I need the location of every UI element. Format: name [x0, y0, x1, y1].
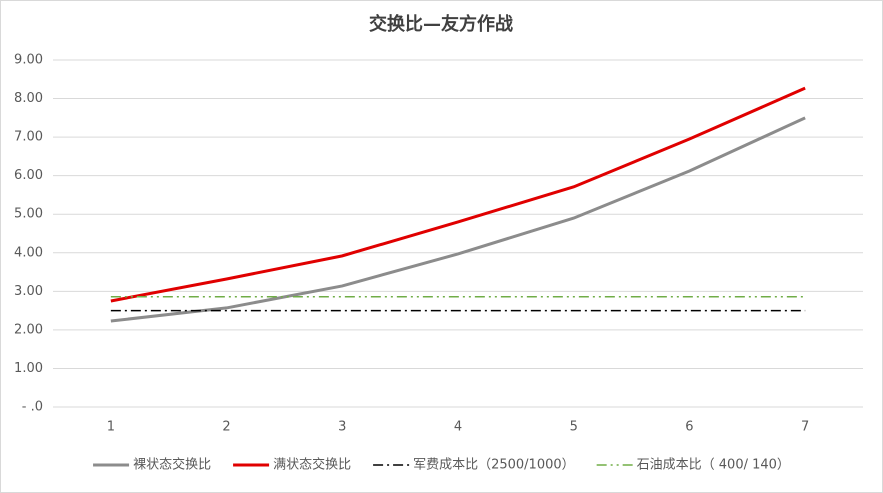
x-tick-label: 4	[454, 420, 462, 435]
y-tick-label: 5.00	[14, 207, 43, 222]
x-tick-label: 5	[570, 420, 578, 435]
x-tick-label: 7	[801, 420, 809, 435]
y-tick-label: 7.00	[14, 130, 43, 145]
y-tick-label: - .0	[22, 400, 43, 415]
x-tick-label: 3	[338, 420, 346, 435]
y-tick-label: 6.00	[14, 168, 43, 183]
y-tick-label: 9.00	[14, 53, 43, 68]
y-tick-label: 3.00	[14, 284, 43, 299]
x-tick-label: 2	[222, 420, 230, 435]
y-tick-label: 2.00	[14, 322, 43, 337]
x-tick-label: 6	[685, 420, 693, 435]
legend-label: 石油成本比（ 400/ 140）	[637, 458, 790, 473]
chart-title: 交换比—友方作战	[369, 13, 513, 35]
legend-label: 军费成本比（2500/1000）	[413, 458, 575, 473]
y-tick-label: 1.00	[14, 361, 43, 376]
legend-label: 满状态交换比	[273, 457, 351, 473]
y-tick-label: 8.00	[14, 91, 43, 106]
legend-label: 裸状态交换比	[133, 457, 211, 473]
series-line	[110, 116, 806, 323]
x-tick-label: 1	[107, 420, 115, 435]
series-line	[110, 86, 806, 303]
y-tick-label: 4.00	[14, 245, 43, 260]
